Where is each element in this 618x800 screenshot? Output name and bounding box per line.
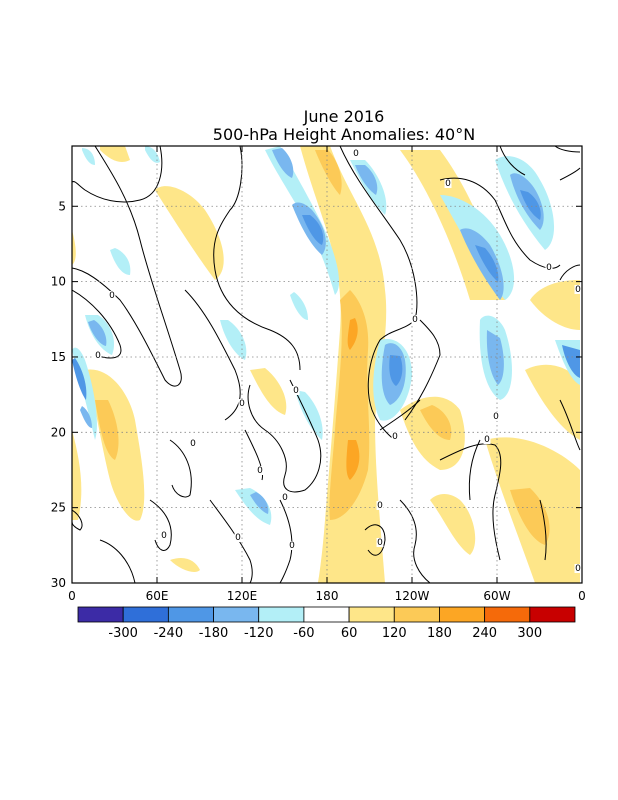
negative-anomaly-core <box>72 148 580 514</box>
zero-label-bg <box>391 432 399 441</box>
y-tick-label: 5 <box>58 199 66 213</box>
colorbar-label: -240 <box>154 626 184 641</box>
x-tick-label: 60E <box>146 589 169 603</box>
colorbar-swatch <box>393 606 440 623</box>
colorbar-swatch <box>167 606 214 623</box>
y-axis: 5 10 15 20 25 30 <box>51 199 582 590</box>
x-tick-label: 180 <box>316 589 339 603</box>
zero-contour-label: 0 <box>257 466 263 476</box>
x-tick-label: 60W <box>483 589 510 603</box>
zero-contour-label: 0 <box>445 179 451 189</box>
x-tick-label: 120W <box>395 589 430 603</box>
colorbar-swatch <box>529 606 576 623</box>
zero-label-bg <box>160 531 168 540</box>
zero-contour-labels: 0 0 0 0 0 0 0 0 0 0 0 0 0 0 0 0 0 0 0 0 0 <box>94 149 582 574</box>
y-tick-label: 15 <box>51 350 66 364</box>
positive-anomaly-core <box>95 150 550 545</box>
colorbar-swatch <box>213 606 260 623</box>
colorbar-label: 300 <box>517 626 542 641</box>
zero-contour-label: 0 <box>289 541 295 551</box>
zero-contour-label: 0 <box>109 291 115 301</box>
zero-contour-label: 0 <box>239 399 245 409</box>
zero-label-bg <box>574 564 582 573</box>
colorbar-label: 240 <box>472 626 497 641</box>
colorbar-swatch <box>258 606 305 623</box>
colorbar-label: 180 <box>427 626 452 641</box>
x-tick-label: 0 <box>68 589 76 603</box>
x-tick-label: 0 <box>578 589 586 603</box>
x-tick-label: 120E <box>227 589 258 603</box>
zero-contour-label: 0 <box>161 531 167 541</box>
zero-label-bg <box>94 351 102 360</box>
y-tick-label: 25 <box>51 501 66 515</box>
zero-label-bg <box>256 466 264 475</box>
colorbar-swatch <box>348 606 395 623</box>
zero-label-bg <box>376 501 384 510</box>
colorbar-swatch <box>439 606 486 623</box>
colorbar-label: -120 <box>244 626 274 641</box>
zero-contour-label: 0 <box>95 351 101 361</box>
zero-label-bg <box>292 386 300 395</box>
zero-contour-label: 0 <box>575 564 581 574</box>
colorbar-swatch <box>303 606 350 623</box>
zero-label-bg <box>352 149 360 158</box>
colorbar-label: -300 <box>108 626 138 641</box>
plot-area <box>72 146 582 583</box>
zero-label-bg <box>189 439 197 448</box>
zero-contour-label: 0 <box>392 432 398 442</box>
zero-label-bg <box>444 179 452 188</box>
zero-contour-label: 0 <box>412 315 418 325</box>
colorbar-label: 60 <box>341 626 358 641</box>
zero-contour-label: 0 <box>484 435 490 445</box>
zero-contour-label: 0 <box>353 149 359 159</box>
zero-label-bg <box>411 315 419 324</box>
zero-label-bg <box>483 435 491 444</box>
zero-contour-label: 0 <box>546 263 552 273</box>
zero-contour-label: 0 <box>282 493 288 503</box>
zero-label-bg <box>376 538 384 547</box>
zero-contour-label: 0 <box>575 285 581 295</box>
zero-contour-label: 0 <box>377 538 383 548</box>
colorbar-label: 120 <box>382 626 407 641</box>
x-axis: 0 60E 120E 180 120W 60W 0 <box>68 146 586 603</box>
y-tick-label: 20 <box>51 425 66 439</box>
chart-title: June 2016 <box>303 107 385 126</box>
chart-subtitle: 500-hPa Height Anomalies: 40°N <box>213 125 475 144</box>
colorbar-swatch <box>77 606 124 623</box>
zero-label-bg <box>288 541 296 550</box>
zero-label-bg <box>108 291 116 300</box>
colorbar-swatch <box>122 606 169 623</box>
zero-label-bg <box>545 263 553 272</box>
zero-contour-label: 0 <box>493 412 499 422</box>
y-tick-label: 10 <box>51 275 66 289</box>
zero-contour-label: 0 <box>293 386 299 396</box>
zero-contour-lines <box>72 146 581 583</box>
y-tick-label: 30 <box>51 576 66 590</box>
colorbar-label: -180 <box>199 626 229 641</box>
colorbar-label: -60 <box>293 626 314 641</box>
zero-contour-label: 0 <box>190 439 196 449</box>
grid-lines <box>72 146 582 583</box>
zero-label-bg <box>281 493 289 502</box>
zero-contour-label: 0 <box>377 501 383 511</box>
zero-label-bg <box>574 285 582 294</box>
zero-contour-label: 0 <box>235 533 241 543</box>
zero-label-bg <box>238 399 246 408</box>
zero-label-bg <box>492 412 500 421</box>
colorbar: -300 -240 -180 -120 -60 60 120 180 240 300 <box>77 606 576 641</box>
zero-label-bg <box>234 533 242 542</box>
colorbar-swatch <box>484 606 531 623</box>
